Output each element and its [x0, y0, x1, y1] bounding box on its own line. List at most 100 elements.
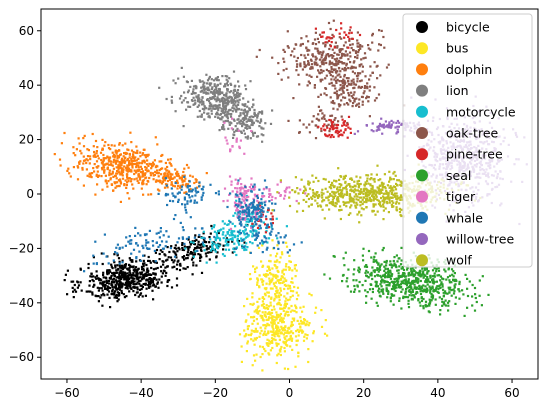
- data-point: [312, 332, 315, 335]
- data-point: [145, 279, 148, 282]
- data-point: [176, 170, 179, 173]
- data-point: [407, 278, 410, 281]
- data-point: [160, 173, 163, 176]
- data-point: [259, 111, 262, 114]
- data-point: [135, 291, 138, 294]
- data-point: [314, 43, 318, 46]
- data-point: [60, 142, 63, 145]
- data-point: [389, 269, 392, 272]
- data-point: [138, 176, 141, 179]
- data-point: [397, 272, 400, 275]
- data-point: [121, 273, 124, 276]
- data-point: [423, 267, 426, 270]
- data-point: [233, 133, 236, 137]
- data-point: [293, 309, 296, 313]
- data-point: [109, 306, 112, 309]
- data-point: [261, 242, 264, 245]
- data-point: [395, 266, 398, 269]
- data-point: [243, 233, 246, 236]
- data-point: [182, 170, 185, 174]
- data-point: [177, 77, 180, 80]
- data-point: [265, 273, 268, 276]
- data-point: [273, 322, 276, 325]
- data-point: [450, 281, 453, 284]
- data-point: [424, 285, 427, 288]
- data-point: [113, 261, 116, 264]
- data-point: [278, 296, 281, 299]
- data-point: [235, 106, 238, 109]
- data-point: [247, 234, 250, 237]
- data-point: [359, 72, 362, 75]
- data-point: [118, 262, 121, 265]
- data-point: [92, 275, 95, 278]
- data-point: [264, 288, 268, 291]
- data-point: [313, 84, 316, 87]
- data-point: [293, 285, 296, 289]
- data-point: [121, 285, 124, 288]
- data-point: [327, 39, 331, 42]
- data-point: [389, 300, 392, 303]
- data-point: [397, 277, 400, 280]
- data-point: [433, 280, 436, 284]
- data-point: [148, 176, 151, 180]
- data-point: [373, 270, 376, 274]
- data-point: [101, 138, 104, 141]
- data-point: [419, 286, 422, 289]
- data-point: [119, 164, 122, 167]
- data-point: [250, 220, 253, 223]
- data-point: [259, 224, 262, 227]
- data-point: [278, 291, 281, 295]
- data-point: [377, 270, 380, 273]
- data-point: [245, 232, 248, 235]
- data-point: [161, 272, 164, 275]
- data-point: [159, 265, 163, 268]
- data-point: [109, 177, 112, 180]
- data-point: [325, 119, 328, 122]
- data-point: [337, 120, 340, 123]
- data-point: [281, 332, 284, 335]
- data-point: [338, 32, 341, 35]
- data-point: [426, 276, 429, 279]
- data-point: [265, 306, 269, 309]
- data-point: [164, 172, 167, 175]
- data-point: [223, 222, 226, 225]
- data-point: [288, 298, 291, 301]
- data-point: [128, 290, 131, 293]
- data-point: [188, 185, 191, 188]
- data-point: [202, 232, 205, 235]
- data-point: [119, 178, 122, 181]
- data-point: [236, 234, 239, 237]
- data-point: [194, 234, 197, 237]
- data-point: [223, 85, 226, 88]
- data-point: [174, 196, 177, 199]
- data-point: [307, 40, 310, 43]
- data-point: [127, 268, 130, 271]
- data-point: [253, 337, 256, 340]
- data-point: [101, 304, 104, 307]
- data-point: [141, 175, 144, 178]
- data-point: [267, 305, 270, 308]
- data-point: [258, 188, 261, 191]
- data-point: [425, 268, 428, 271]
- data-point: [216, 111, 219, 114]
- data-point: [82, 145, 86, 148]
- data-point: [388, 284, 391, 287]
- data-point: [260, 260, 263, 263]
- data-point: [147, 259, 150, 262]
- data-point: [145, 176, 148, 179]
- data-point: [239, 192, 242, 195]
- data-point: [124, 264, 127, 267]
- data-point: [149, 280, 152, 283]
- data-point: [266, 269, 269, 272]
- data-point: [241, 244, 244, 247]
- data-point: [409, 267, 412, 270]
- data-point: [406, 282, 409, 285]
- data-point: [297, 330, 301, 334]
- data-point: [358, 85, 361, 88]
- data-point: [280, 78, 283, 81]
- data-point: [148, 259, 151, 263]
- data-point: [316, 37, 319, 40]
- data-point: [113, 293, 116, 296]
- data-point: [361, 284, 364, 287]
- data-point: [414, 292, 417, 295]
